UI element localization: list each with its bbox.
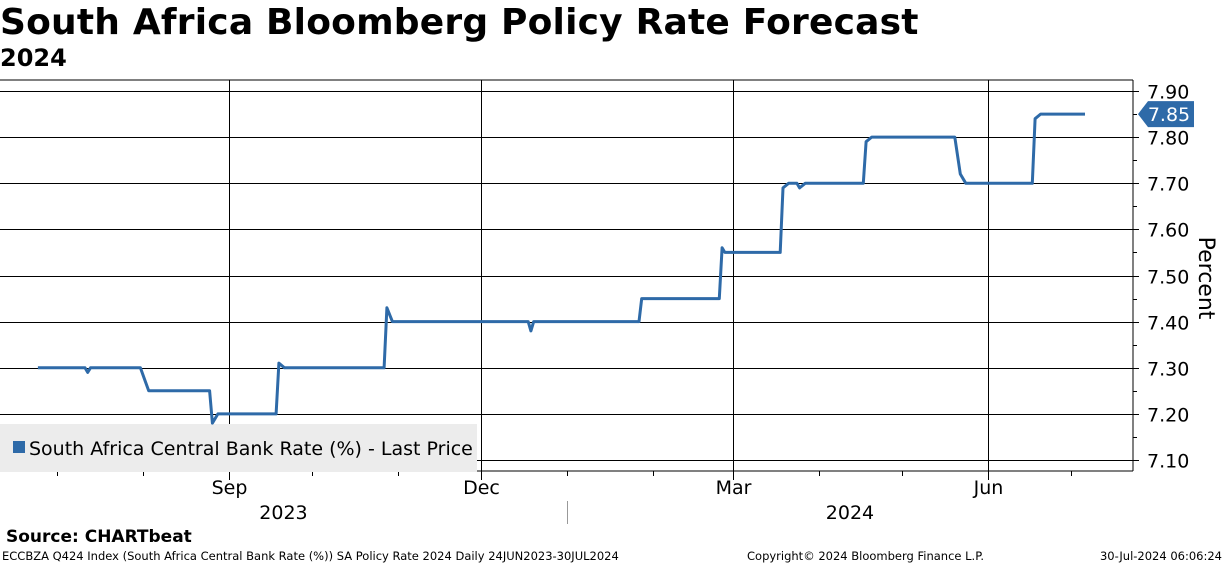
- y-tick-label: 7.90: [1147, 82, 1189, 104]
- legend-marker: [13, 441, 25, 453]
- y-tick-label: 7.20: [1147, 405, 1189, 427]
- y-tick-label: 7.30: [1147, 359, 1189, 381]
- y-tick-label: 7.10: [1147, 451, 1189, 473]
- x-tick-label: Jun: [973, 477, 1004, 499]
- x-tick-label: Dec: [463, 477, 500, 499]
- footer-description: ECCBZA Q424 Index (South Africa Central …: [2, 549, 619, 563]
- legend-label: South Africa Central Bank Rate (%) - Las…: [29, 438, 473, 460]
- y-tick-label: 7.50: [1147, 267, 1189, 289]
- x-tick-label: Sep: [212, 477, 248, 499]
- x-tick-label: Mar: [716, 477, 752, 499]
- footer-copyright: Copyright© 2024 Bloomberg Finance L.P.: [747, 549, 984, 563]
- footer-timestamp: 30-Jul-2024 06:06:24: [1099, 549, 1222, 563]
- year-label: 2023: [259, 502, 307, 524]
- y-tick-label: 7.60: [1147, 220, 1189, 242]
- y-tick-label: 7.80: [1147, 128, 1189, 150]
- last-value-label: 7.85: [1148, 104, 1190, 126]
- legend-box: [0, 424, 477, 472]
- chart-subtitle: 2024: [0, 44, 67, 72]
- chart-title: South Africa Bloomberg Policy Rate Forec…: [0, 2, 919, 43]
- source-label: Source: CHARTbeat: [6, 527, 192, 547]
- y-axis-label: Percent: [1193, 237, 1218, 320]
- series-line-policy-rate: [37, 112, 1085, 425]
- last-value-badge: [1138, 101, 1194, 128]
- year-label: 2024: [826, 502, 874, 524]
- y-tick-label: 7.40: [1147, 313, 1189, 335]
- y-tick-label: 7.70: [1147, 174, 1189, 196]
